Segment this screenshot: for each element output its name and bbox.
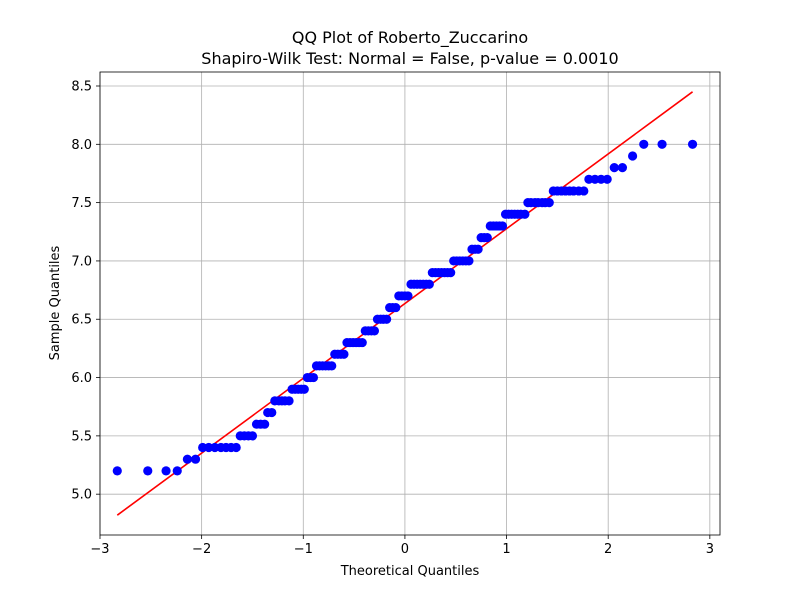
sample-point xyxy=(267,407,277,418)
sample-point xyxy=(339,349,349,359)
sample-point xyxy=(403,291,413,301)
sample-point xyxy=(284,396,294,406)
y-tick-label: 5.0 xyxy=(71,488,92,503)
sample-point xyxy=(617,163,628,173)
sample-point xyxy=(299,384,309,394)
y-tick-label: 8.5 xyxy=(71,79,92,94)
y-axis-label: Sample Quantiles xyxy=(48,245,63,360)
sample-point xyxy=(391,302,401,313)
chart-subtitle: Shapiro-Wilk Test: Normal = False, p-val… xyxy=(201,49,618,68)
sample-point xyxy=(161,466,171,476)
x-tick-label: 0 xyxy=(401,542,409,557)
x-tick-label: 1 xyxy=(502,542,510,557)
sample-point xyxy=(143,466,153,476)
sample-point xyxy=(424,279,434,289)
y-tick-label: 5.5 xyxy=(71,429,92,444)
sample-point xyxy=(609,163,619,173)
sample-point xyxy=(446,267,456,278)
sample-point xyxy=(369,326,380,336)
sample-point xyxy=(627,151,638,161)
x-tick-label: −2 xyxy=(192,542,211,557)
sample-point xyxy=(247,431,258,441)
y-tick-label: 6.0 xyxy=(71,371,92,386)
sample-point xyxy=(327,361,337,371)
sample-points xyxy=(112,139,698,476)
sample-point xyxy=(190,454,201,464)
plot-border xyxy=(99,71,721,536)
sample-point xyxy=(308,372,319,383)
x-axis-ticks: −3 −2 −1 0 1 2 3 xyxy=(90,535,714,557)
sample-point xyxy=(382,314,392,324)
sample-point xyxy=(602,174,612,184)
x-tick-label: 2 xyxy=(604,542,612,557)
sample-point xyxy=(464,256,474,266)
y-tick-label: 7.0 xyxy=(71,254,92,269)
sample-point xyxy=(357,337,367,348)
sample-point xyxy=(260,419,270,429)
sample-point xyxy=(657,139,667,149)
sample-point xyxy=(112,466,122,476)
y-axis-ticks: 5.0 5.5 6.0 6.5 7.0 7.5 8.0 8.5 xyxy=(71,79,100,503)
sample-point xyxy=(579,186,589,196)
sample-point xyxy=(497,221,508,231)
sample-point xyxy=(687,139,698,149)
x-tick-label: −3 xyxy=(90,542,109,557)
chart-title: QQ Plot of Roberto_Zuccarino xyxy=(292,28,528,48)
x-tick-label: 3 xyxy=(706,542,714,557)
sample-point xyxy=(473,244,483,254)
sample-point xyxy=(639,139,649,149)
grid-lines xyxy=(99,72,720,535)
plot-frame xyxy=(99,71,721,536)
sample-point xyxy=(182,454,193,464)
y-tick-label: 8.0 xyxy=(71,138,92,153)
sample-point xyxy=(520,209,530,219)
x-axis-label: Theoretical Quantiles xyxy=(340,564,480,579)
y-tick-label: 6.5 xyxy=(71,313,92,328)
sample-point xyxy=(544,198,554,208)
sample-point xyxy=(172,466,182,476)
sample-point xyxy=(482,233,492,243)
sample-point xyxy=(231,442,241,453)
y-tick-label: 7.5 xyxy=(71,196,92,211)
x-tick-label: −1 xyxy=(294,542,313,557)
